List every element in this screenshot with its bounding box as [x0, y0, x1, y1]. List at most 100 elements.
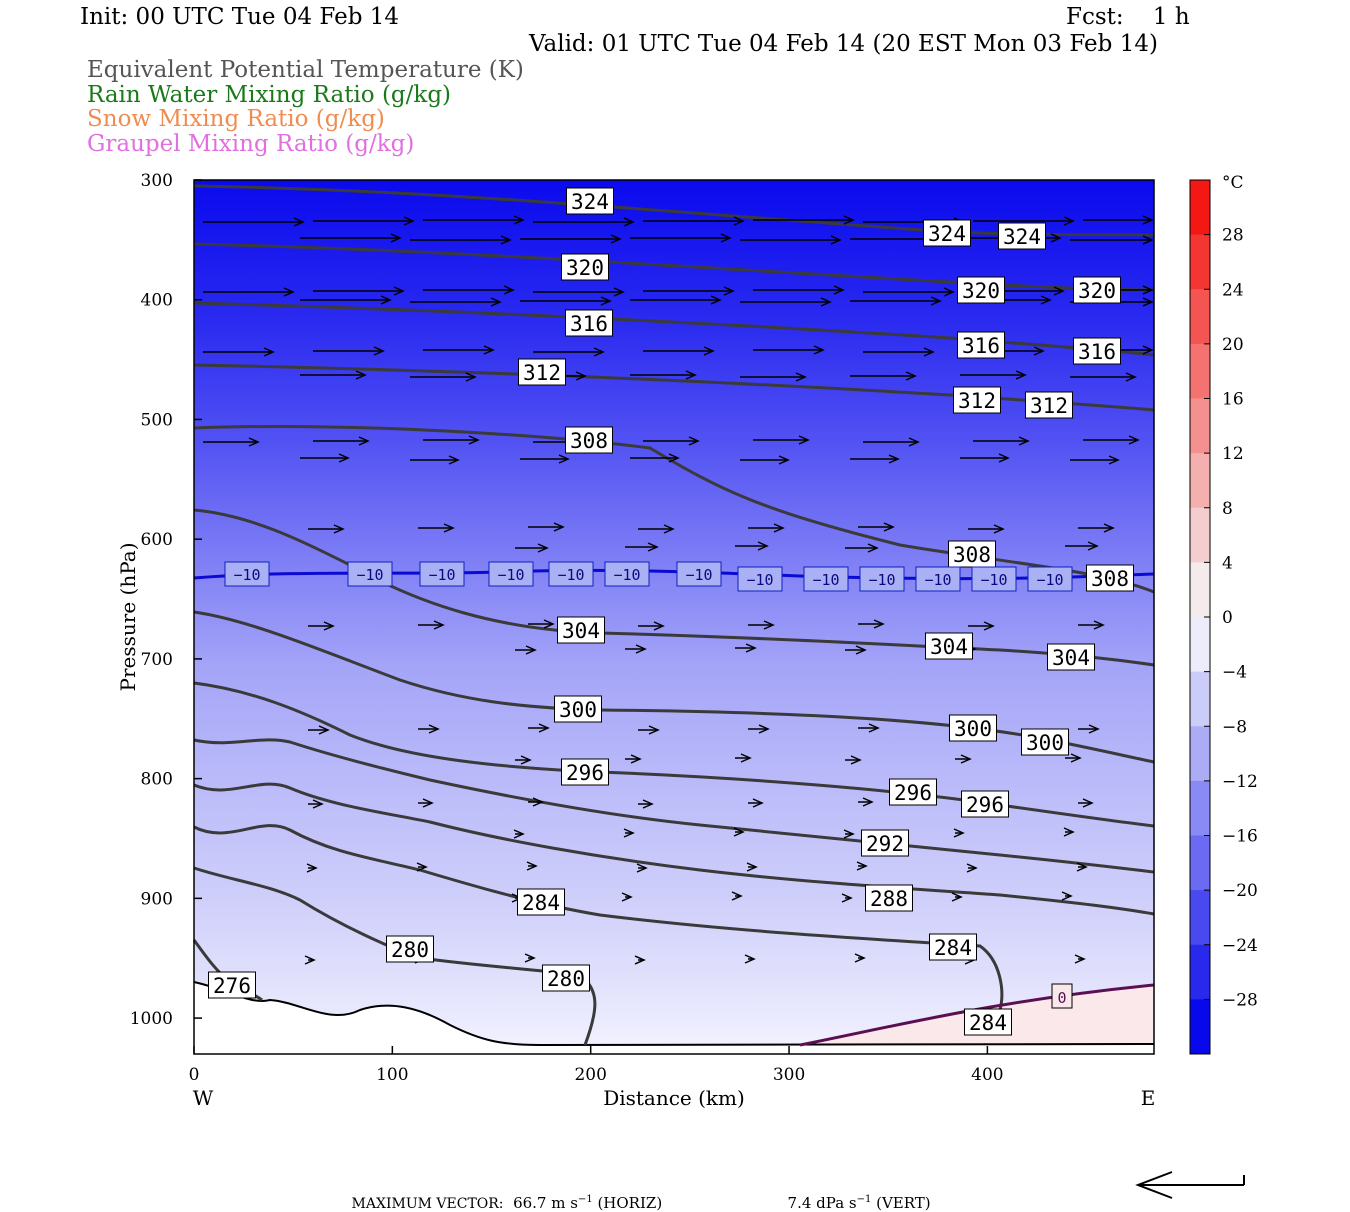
wind-vector-head — [1033, 346, 1045, 356]
theta-e-label-box — [518, 358, 566, 386]
wind-vector — [300, 453, 350, 463]
plot-frame — [193, 179, 1155, 1055]
wind-vector-head — [820, 297, 832, 307]
theta-e-label: 288 — [865, 884, 913, 912]
y-tick-label: 400 — [141, 291, 173, 311]
wind-vector-head — [304, 955, 316, 965]
legend-theta-e: Equivalent Potential Temperature (K) — [87, 57, 524, 83]
wind-vector — [416, 862, 428, 872]
colorbar-label: 8 — [1222, 499, 1233, 519]
wind-vector-head — [856, 861, 868, 871]
wind-vector-head — [393, 286, 405, 296]
theta-e-label-text: 320 — [1078, 279, 1116, 303]
wind-vector — [304, 955, 316, 965]
wind-vector-head — [862, 797, 874, 807]
colorbar-swatch — [1190, 726, 1210, 782]
legend-graupel: Graupel Mixing Ratio (g/kg) — [87, 131, 415, 157]
theta-e-label-text: 324 — [1003, 225, 1041, 249]
wind-vector — [520, 454, 570, 464]
wind-vector-head — [610, 234, 622, 244]
wind-vector — [524, 953, 536, 963]
wind-vector-head — [623, 217, 635, 227]
wind-vector-head — [433, 620, 445, 630]
colorbar-label: 12 — [1222, 444, 1244, 464]
theta-e-label-box — [957, 276, 1005, 304]
wind-vector — [308, 621, 335, 631]
theta-e-label-text: 296 — [566, 761, 604, 785]
wind-vector-head — [416, 862, 428, 872]
wind-vector-head — [380, 295, 392, 305]
wind-vector — [643, 436, 700, 446]
wind-vector — [526, 861, 538, 871]
wind-vector-head — [1061, 891, 1073, 901]
y-tick-label: 300 — [141, 171, 173, 191]
wind-vector-head — [951, 892, 963, 902]
horiz-max-value: 66.7 m s — [513, 1194, 578, 1212]
wind-vector — [300, 233, 402, 243]
theta-e-label-box — [953, 386, 1001, 414]
theta-e-label: 316 — [957, 331, 1005, 359]
isotherm-label: −10 — [604, 561, 650, 587]
theta-e-label: 300 — [949, 714, 997, 742]
terrain-outline — [193, 981, 1155, 1047]
wind-vector — [203, 437, 260, 447]
theta-e-label-text: 304 — [1052, 646, 1090, 670]
wind-vector-head — [630, 754, 642, 764]
wind-vector-head — [841, 893, 853, 903]
wind-vector — [533, 217, 635, 227]
colorbar-swatch — [1190, 398, 1210, 454]
plot-area: 324 324 324 320 320 320 316 316 316 312 312 312 308 3… — [192, 179, 1155, 1055]
theta-e-label-box — [1025, 391, 1073, 419]
theta-e-label-text: 304 — [562, 619, 600, 643]
isotherm-label-text: −10 — [356, 566, 383, 584]
wind-vector-head — [537, 543, 549, 553]
wind-vector — [863, 287, 955, 297]
theta-e-label-text: 316 — [1078, 340, 1116, 364]
wind-vector-head — [1050, 233, 1062, 243]
wind-vector — [418, 620, 445, 630]
x-axis: 0 100 200 300 400 — [189, 1046, 1004, 1085]
wind-vector — [625, 644, 647, 654]
wind-vector-head — [558, 454, 570, 464]
wind-vector — [1078, 523, 1115, 533]
x-axis-label: Distance (km) — [603, 1086, 745, 1110]
isotherm-label-text: −10 — [233, 566, 260, 584]
wind-vector — [856, 861, 868, 871]
y-tick-label: 800 — [141, 770, 173, 790]
wind-vector — [636, 863, 648, 873]
isotherm-label: −10 — [347, 561, 393, 587]
colorbar-swatch — [1190, 453, 1210, 509]
wind-vector — [740, 372, 807, 382]
theta-e-label-text: 300 — [1026, 731, 1064, 755]
theta-e-label-text: 284 — [934, 936, 972, 960]
theta-e-label-text: 308 — [570, 429, 608, 453]
wind-vector-head — [966, 863, 978, 873]
wind-vector-head — [855, 645, 867, 655]
wind-vector-head — [323, 621, 335, 631]
wind-vector-head — [710, 295, 722, 305]
wind-vector-head — [688, 436, 700, 446]
wind-vector — [858, 522, 895, 532]
wind-vector — [845, 543, 879, 553]
wind-vector — [625, 542, 659, 552]
wind-vector — [1074, 954, 1086, 964]
wind-vector-head — [636, 863, 648, 873]
x-tick-label: 300 — [773, 1065, 805, 1085]
isotherm-label-text: −10 — [497, 566, 524, 584]
wind-vector — [418, 523, 455, 533]
wind-vector-head — [532, 797, 544, 807]
wind-vector-head — [752, 798, 764, 808]
colorbar-label: −8 — [1222, 717, 1247, 737]
isotherm-label-box — [1027, 566, 1073, 592]
isotherm-label-text: −10 — [557, 566, 584, 584]
wind-vector — [731, 891, 743, 901]
wind-vector-head — [635, 644, 647, 654]
theta-e-label-box — [1073, 337, 1121, 365]
wind-vector — [735, 541, 769, 551]
theta-e-label-text: 320 — [566, 256, 604, 280]
isotherm-label-box — [971, 566, 1017, 592]
theta-e-label: 324 — [998, 222, 1046, 250]
vert-max-value: 7.4 dPa s — [787, 1194, 857, 1212]
wind-vector-head — [525, 645, 537, 655]
theta-e-label-text: 304 — [930, 635, 968, 659]
